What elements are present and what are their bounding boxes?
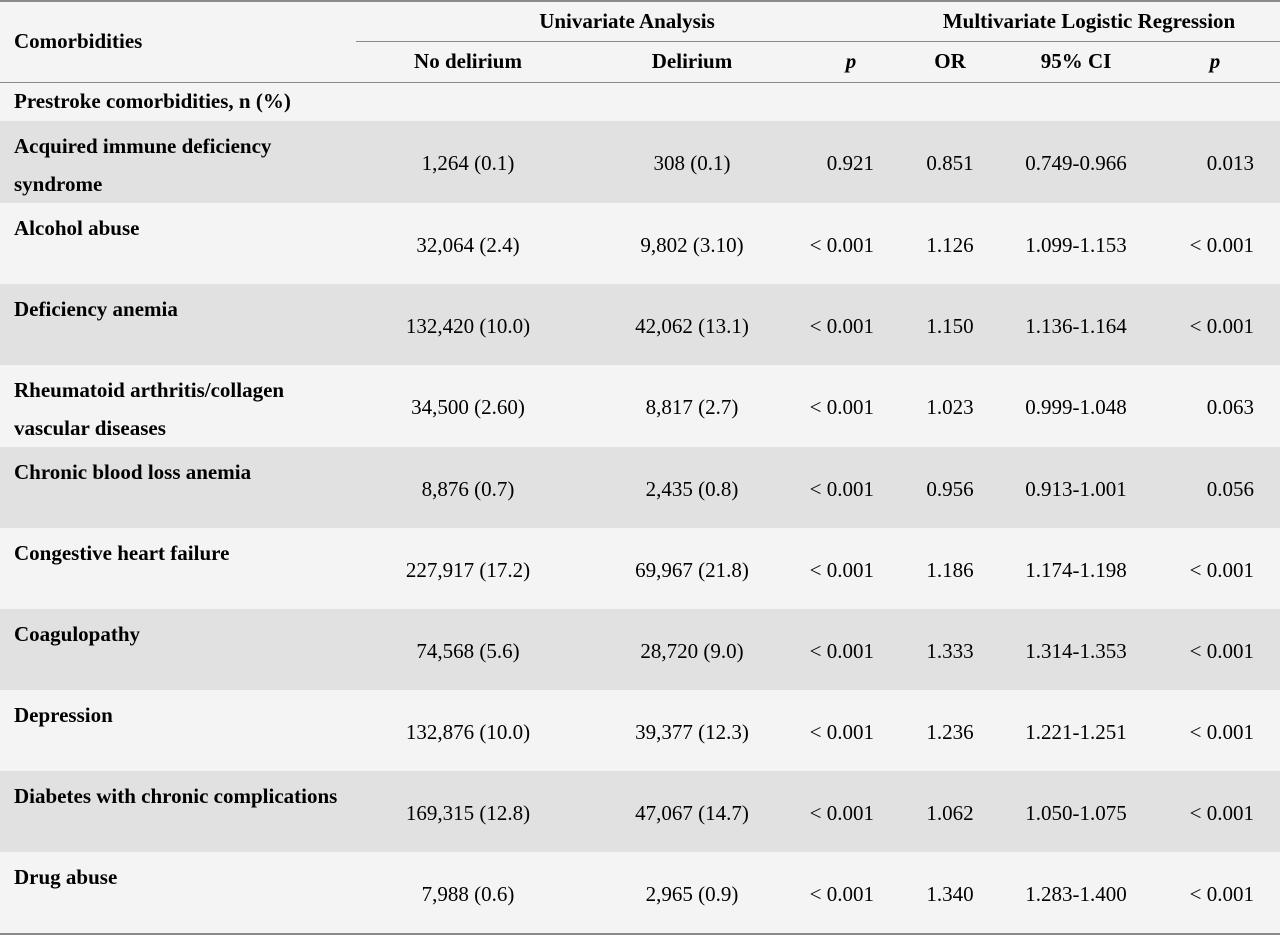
table-row: Alcohol abuse 32,064 (2.4) 9,802 (3.10) < 0… [0,202,1280,284]
table-row: Chronic blood loss anemia 8,876 (0.7) 2,43… [0,446,1280,528]
cell-p-multivariate: < 0.001 [1150,608,1280,690]
cell-no-delirium: 227,917 (17.2) [356,527,580,609]
table-body: Prestroke comorbidities, n (%) Acquired … [0,82,1280,935]
cell-comorbidity: Alcohol abuse [0,202,356,284]
cell-p-multivariate: 0.063 [1150,364,1280,447]
cell-odds-ratio: 0.956 [898,446,1003,528]
cell-p-univariate: 0.921 [804,120,899,203]
header-multivariate-regression: Multivariate Logistic Regression [898,0,1280,42]
cell-delirium: 69,967 (21.8) [580,527,804,609]
cell-comorbidity: Coagulopathy [0,608,356,690]
cell-delirium: 39,377 (12.3) [580,689,804,771]
cell-comorbidity: Deficiency anemia [0,283,356,365]
cell-p-multivariate: < 0.001 [1150,851,1280,935]
cell-confidence-interval: 1.221-1.251 [1002,689,1151,771]
cell-confidence-interval: 0.999-1.048 [1002,364,1151,447]
cell-confidence-interval: 1.099-1.153 [1002,202,1151,284]
cell-odds-ratio: 1.340 [898,851,1003,935]
cell-delirium: 28,720 (9.0) [580,608,804,690]
cell-delirium: 9,802 (3.10) [580,202,804,284]
table-row: Coagulopathy 74,568 (5.6) 28,720 (9.0) < 0.… [0,608,1280,690]
cell-confidence-interval: 0.749-0.966 [1002,120,1151,203]
cell-delirium: 2,965 (0.9) [580,851,804,935]
cell-comorbidity: Acquired immune deficiency syndrome [0,120,356,203]
cell-delirium: 42,062 (13.1) [580,283,804,365]
cell-no-delirium: 132,420 (10.0) [356,283,580,365]
header-comorbidities: Comorbidities [0,0,356,83]
cell-confidence-interval: 1.136-1.164 [1002,283,1151,365]
header-p-multivariate: p [1150,41,1280,83]
cell-p-multivariate: 0.056 [1150,446,1280,528]
cell-p-univariate: < 0.001 [804,689,899,771]
cell-p-univariate: < 0.001 [804,283,899,365]
cell-delirium: 47,067 (14.7) [580,770,804,852]
cell-p-multivariate: 0.013 [1150,120,1280,203]
cell-odds-ratio: 1.236 [898,689,1003,771]
cell-delirium: 308 (0.1) [580,120,804,203]
cell-p-univariate: < 0.001 [804,527,899,609]
section-label: Prestroke comorbidities, n (%) [0,82,1280,121]
cell-comorbidity: Drug abuse [0,851,356,935]
cell-p-univariate: < 0.001 [804,851,899,935]
cell-odds-ratio: 1.186 [898,527,1003,609]
cell-p-multivariate: < 0.001 [1150,527,1280,609]
cell-p-multivariate: < 0.001 [1150,202,1280,284]
cell-comorbidity: Diabetes with chronic complications [0,770,356,852]
cell-odds-ratio: 1.150 [898,283,1003,365]
header-no-delirium: No delirium [356,41,580,83]
cell-confidence-interval: 0.913-1.001 [1002,446,1151,528]
cell-p-multivariate: < 0.001 [1150,689,1280,771]
cell-comorbidity: Congestive heart failure [0,527,356,609]
cell-confidence-interval: 1.050-1.075 [1002,770,1151,852]
cell-p-univariate: < 0.001 [804,446,899,528]
cell-comorbidity: Chronic blood loss anemia [0,446,356,528]
table-row: Deficiency anemia 132,420 (10.0) 42,062 (1… [0,283,1280,365]
cell-no-delirium: 34,500 (2.60) [356,364,580,447]
header-univariate-analysis: Univariate Analysis [356,0,899,42]
table-row: Drug abuse 7,988 (0.6) 2,965 (0.9) < 0.001 1… [0,851,1280,935]
cell-odds-ratio: 1.333 [898,608,1003,690]
cell-comorbidity: Rheumatoid arthritis/collagen vascular d… [0,364,356,447]
cell-no-delirium: 132,876 (10.0) [356,689,580,771]
table-row: Acquired immune deficiency syndrome 1,264… [0,120,1280,203]
cell-odds-ratio: 0.851 [898,120,1003,203]
cell-no-delirium: 169,315 (12.8) [356,770,580,852]
table-row: Diabetes with chronic complications 169,3… [0,770,1280,852]
cell-confidence-interval: 1.283-1.400 [1002,851,1151,935]
table-row: Congestive heart failure 227,917 (17.2) 69… [0,527,1280,609]
cell-odds-ratio: 1.023 [898,364,1003,447]
cell-odds-ratio: 1.126 [898,202,1003,284]
cell-odds-ratio: 1.062 [898,770,1003,852]
cell-no-delirium: 1,264 (0.1) [356,120,580,203]
cell-no-delirium: 7,988 (0.6) [356,851,580,935]
table-header: Comorbidities Univariate Analysis Multiv… [0,0,1280,83]
header-confidence-interval: 95% CI [1002,41,1151,83]
header-delirium: Delirium [580,41,804,83]
cell-confidence-interval: 1.174-1.198 [1002,527,1151,609]
cell-confidence-interval: 1.314-1.353 [1002,608,1151,690]
table-row: Rheumatoid arthritis/collagen vascular d… [0,364,1280,447]
header-odds-ratio: OR [898,41,1003,83]
cell-delirium: 8,817 (2.7) [580,364,804,447]
cell-p-multivariate: < 0.001 [1150,770,1280,852]
cell-p-univariate: < 0.001 [804,202,899,284]
cell-no-delirium: 74,568 (5.6) [356,608,580,690]
cell-no-delirium: 8,876 (0.7) [356,446,580,528]
cell-p-univariate: < 0.001 [804,364,899,447]
table-row: Depression 132,876 (10.0) 39,377 (12.3) < 0… [0,689,1280,771]
section-row: Prestroke comorbidities, n (%) [0,82,1280,121]
cell-no-delirium: 32,064 (2.4) [356,202,580,284]
cell-p-multivariate: < 0.001 [1150,283,1280,365]
cell-delirium: 2,435 (0.8) [580,446,804,528]
cell-comorbidity: Depression [0,689,356,771]
cell-p-univariate: < 0.001 [804,608,899,690]
cell-p-univariate: < 0.001 [804,770,899,852]
header-p-univariate: p [804,41,899,83]
